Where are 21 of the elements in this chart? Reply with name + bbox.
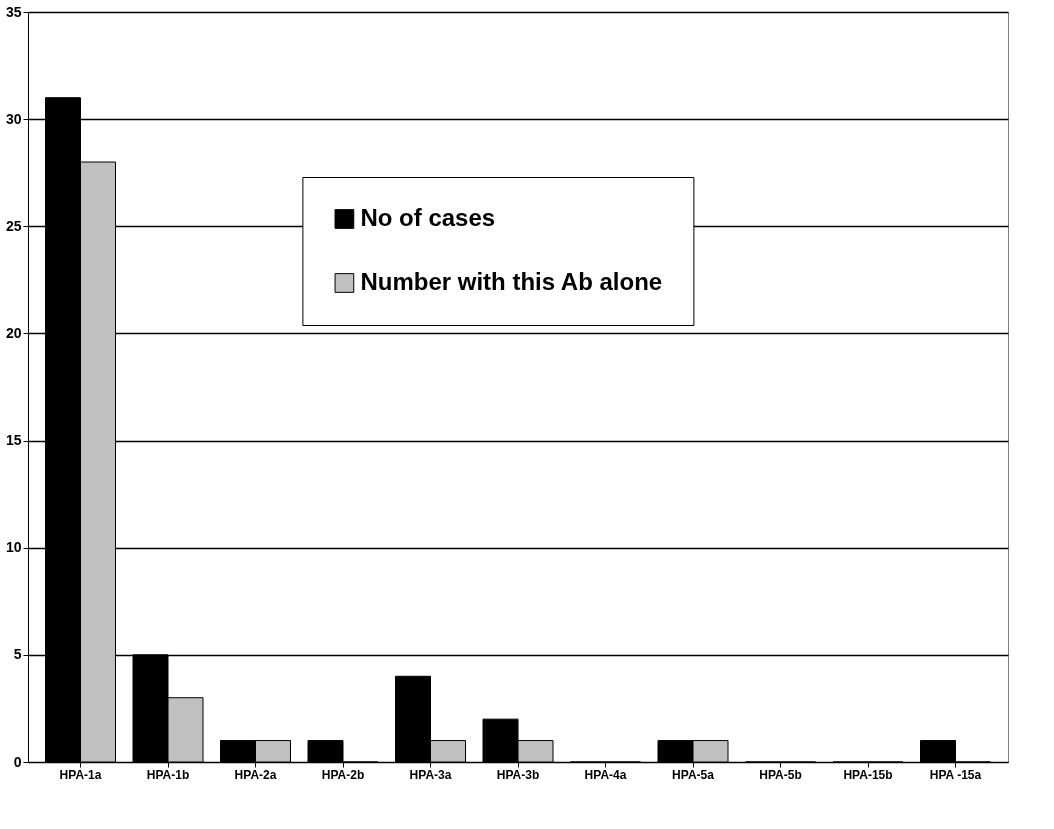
x-tick-label: HPA-5a (672, 767, 715, 782)
y-tick-label: 5 (13, 646, 22, 663)
x-tick-label: HPA-5b (759, 767, 802, 782)
y-tick-label: 10 (5, 539, 22, 556)
x-tick-label: HPA-3a (409, 767, 452, 782)
x-tick-label: HPA-3b (496, 767, 540, 782)
y-tick-label: 15 (5, 432, 22, 449)
y-tick-label: 35 (5, 3, 22, 20)
x-tick-label: HPA-2a (234, 767, 277, 782)
x-tick-label: HPA-15b (843, 767, 893, 782)
legend-label: No of cases (360, 204, 496, 231)
legend-label: Number with this Ab alone (360, 268, 663, 295)
x-tick-label: HPA -15a (929, 767, 982, 782)
x-tick-label: HPA-2b (321, 767, 365, 782)
y-tick-label: 30 (5, 110, 22, 127)
y-tick-label: 20 (5, 324, 22, 341)
y-tick-label: 0 (13, 753, 22, 770)
x-tick-label: HPA-1b (146, 767, 190, 782)
y-tick-label: 25 (5, 217, 22, 234)
x-tick-label: HPA-1a (59, 767, 102, 782)
x-tick-label: HPA-4a (584, 767, 627, 782)
